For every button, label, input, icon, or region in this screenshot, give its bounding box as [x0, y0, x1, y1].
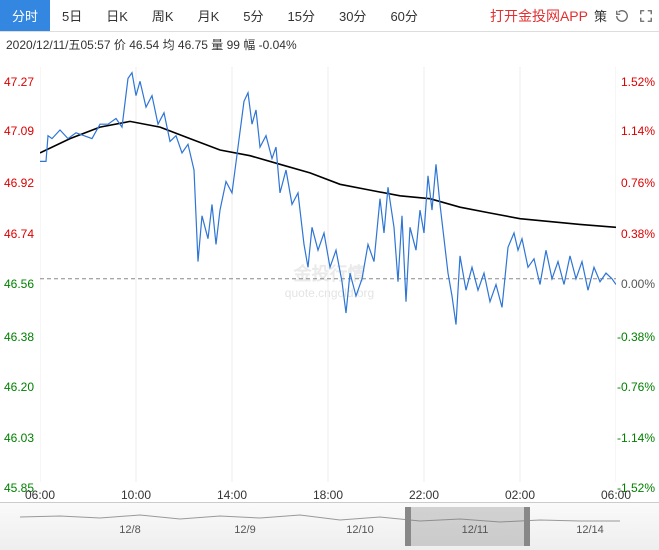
tab-30分[interactable]: 30分: [327, 0, 378, 31]
fullscreen-icon[interactable]: [637, 7, 655, 25]
y-left-label: 46.20: [4, 380, 34, 394]
y-right-label: 0.00%: [621, 277, 655, 291]
chart-svg: [40, 67, 616, 482]
y-left-label: 46.74: [4, 227, 34, 241]
refresh-icon[interactable]: [613, 7, 631, 25]
x-label: 10:00: [121, 488, 151, 502]
mini-date-label: 12/9: [234, 524, 255, 536]
x-label: 14:00: [217, 488, 247, 502]
tab-分时[interactable]: 分时: [0, 0, 50, 31]
tab-月K[interactable]: 月K: [186, 0, 232, 31]
y-right-label: -0.38%: [617, 330, 655, 344]
mini-line: [20, 509, 620, 529]
x-label: 22:00: [409, 488, 439, 502]
time-tabs: 分时5日日K周K月K5分15分30分60分 打开金投网APP 策: [0, 0, 659, 32]
y-left-label: 46.03: [4, 431, 34, 445]
y-left-label: 46.56: [4, 277, 34, 291]
mini-date-label: 12/8: [119, 524, 140, 536]
y-right-label: 1.52%: [621, 75, 655, 89]
mini-timeline[interactable]: 12/8 12/9 12/10 12/11 12/14: [0, 502, 659, 550]
mini-date-label: 12/14: [576, 524, 604, 536]
mini-date-label: 12/10: [346, 524, 374, 536]
x-label: 02:00: [505, 488, 535, 502]
y-right-label: 0.38%: [621, 227, 655, 241]
open-app-link[interactable]: 打开金投网APP: [490, 6, 588, 26]
price-chart: 金投行情quote.cngold.org 47.2747.0946.9246.7…: [0, 57, 659, 502]
tab-60分[interactable]: 60分: [378, 0, 429, 31]
tab-5日[interactable]: 5日: [50, 0, 94, 31]
tab-15分[interactable]: 15分: [276, 0, 327, 31]
y-right-label: -0.76%: [617, 380, 655, 394]
tab-日K[interactable]: 日K: [94, 0, 140, 31]
mini-date-label: 12/11: [462, 524, 489, 536]
y-right-label: -1.14%: [617, 431, 655, 445]
x-label: 18:00: [313, 488, 343, 502]
y-left-label: 46.38: [4, 330, 34, 344]
y-left-label: 47.09: [4, 124, 34, 138]
y-right-label: 0.76%: [621, 176, 655, 190]
strategy-tab[interactable]: 策: [594, 6, 607, 25]
x-label: 06:00: [25, 488, 55, 502]
tab-周K[interactable]: 周K: [140, 0, 186, 31]
y-left-label: 47.27: [4, 75, 34, 89]
y-left-label: 46.92: [4, 176, 34, 190]
info-bar: 2020/12/11/五05:57 价 46.54 均 46.75 量 99 幅…: [0, 32, 659, 57]
tab-5分[interactable]: 5分: [231, 0, 275, 31]
x-label: 06:00: [601, 488, 631, 502]
y-right-label: 1.14%: [621, 124, 655, 138]
